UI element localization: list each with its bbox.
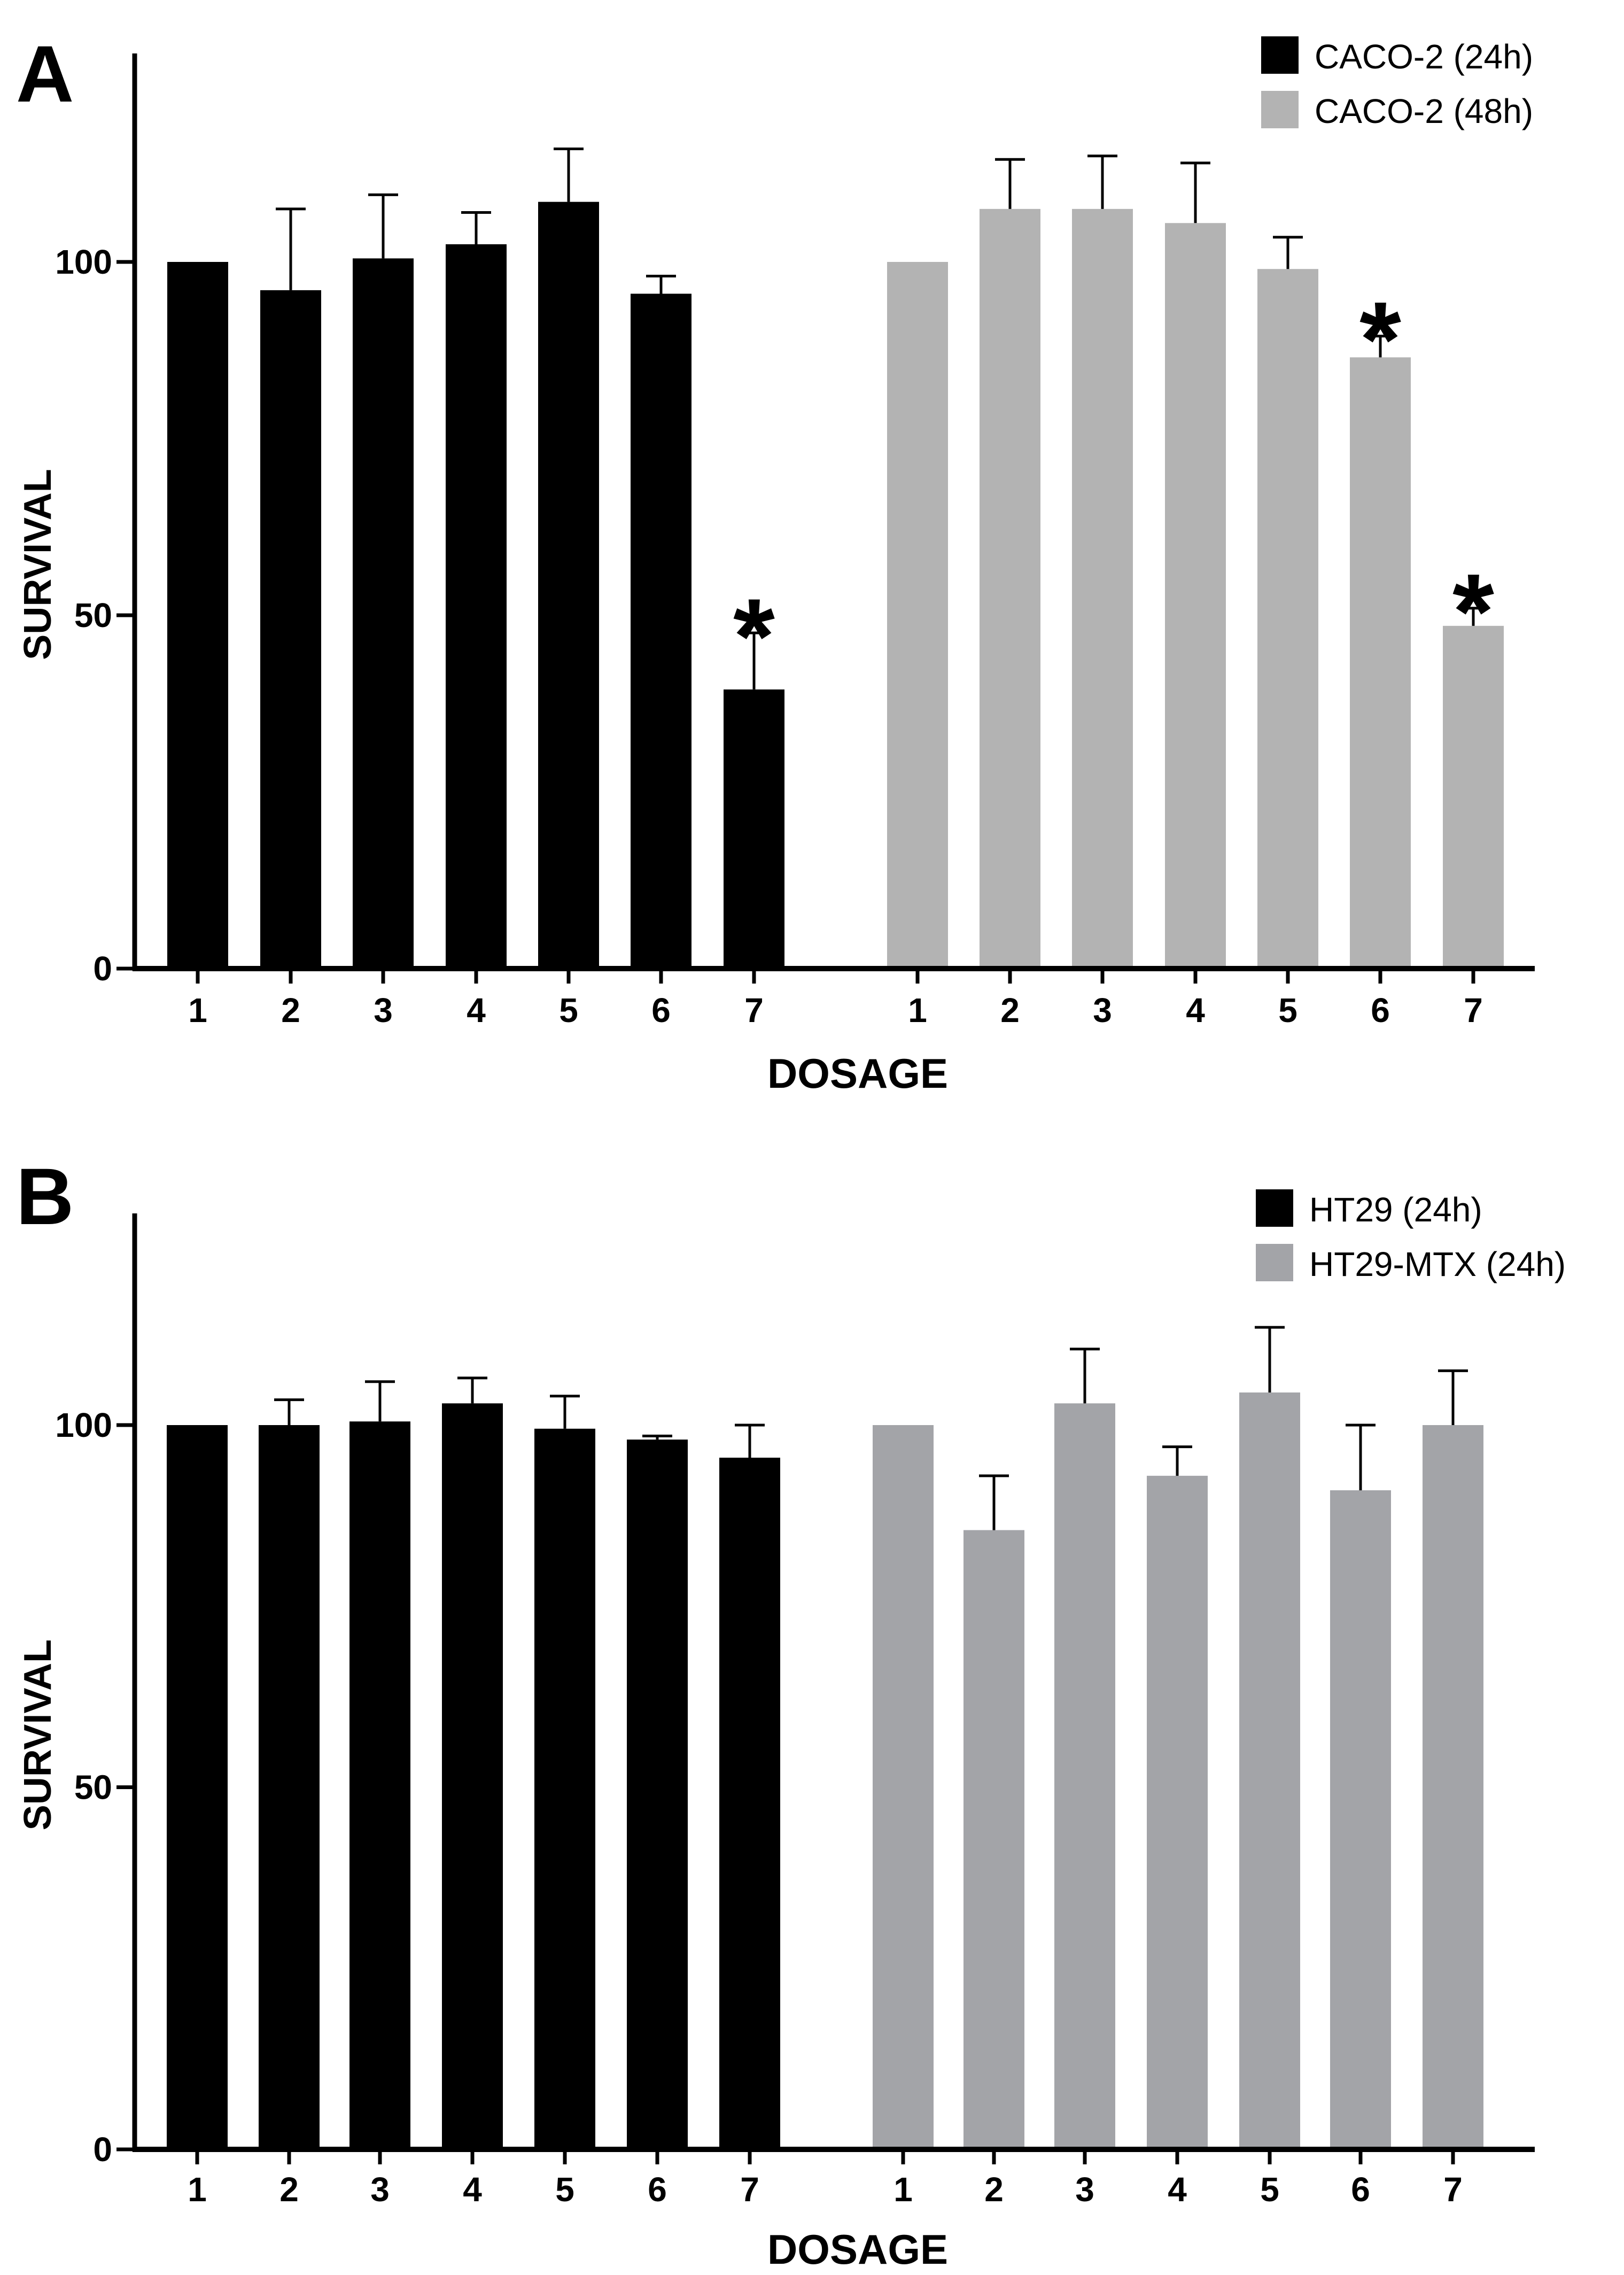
- x-axis-title: DOSAGE: [767, 2226, 948, 2273]
- x-tick-label: 1: [908, 991, 927, 1030]
- x-tick-label: 3: [1075, 2170, 1094, 2209]
- bar-2-4: [1165, 223, 1226, 969]
- bar-2-1: [887, 262, 948, 969]
- legend-label-1: CACO-2 (24h): [1315, 37, 1533, 76]
- legend-label-1: HT29 (24h): [1309, 1190, 1482, 1229]
- panel-label: A: [16, 29, 74, 119]
- legend-swatch-1: [1256, 1189, 1293, 1227]
- panel-b: B 1 2 3 4 5 6 7 1 2 3 4 5 6 7 0 50 100 SURVIVAL DOSAGE HT29 …: [16, 1151, 1566, 2273]
- x-tick-label: 4: [467, 991, 486, 1030]
- x-tick-label: 1: [188, 2170, 207, 2209]
- bar-1-5: [534, 1428, 595, 2149]
- bar-1-3: [353, 258, 414, 969]
- bar-2-5: [1257, 269, 1318, 969]
- y-axis-title: SURVIVAL: [17, 469, 59, 660]
- bar-2-7: [1423, 1425, 1483, 2149]
- x-tick-label: 4: [1168, 2170, 1187, 2209]
- panel-label: B: [16, 1151, 74, 1241]
- x-tick-label: 6: [1351, 2170, 1370, 2209]
- bar-2-3: [1072, 208, 1133, 969]
- significance-marker: *: [1452, 552, 1494, 671]
- x-tick-label: 7: [740, 2170, 759, 2209]
- legend-label-2: CACO-2 (48h): [1315, 92, 1533, 130]
- x-tick-label: 5: [555, 2170, 574, 2209]
- bar-2-4: [1147, 1475, 1208, 2149]
- significance-marker: *: [733, 577, 775, 696]
- bar-2-6: [1350, 357, 1411, 969]
- y-tick-label: 100: [55, 1406, 112, 1444]
- legend-swatch-1: [1261, 36, 1299, 74]
- x-tick-label: 3: [370, 2170, 390, 2209]
- bar-1-7: [719, 1457, 780, 2149]
- bar-1-1: [167, 1425, 228, 2149]
- y-tick-label: 50: [74, 1768, 112, 1807]
- x-tick-label: 2: [1000, 991, 1020, 1030]
- bar-2-2: [963, 1530, 1024, 2149]
- bar-1-4: [446, 244, 507, 969]
- x-tick-label: 5: [1278, 991, 1297, 1030]
- x-tick-label: 2: [281, 991, 300, 1030]
- x-tick-label: 6: [651, 991, 671, 1030]
- bar-2-2: [980, 208, 1040, 969]
- bar-2-5: [1239, 1392, 1300, 2149]
- bar-1-1: [167, 262, 228, 969]
- legend-swatch-2: [1256, 1244, 1293, 1281]
- bar-1-3: [349, 1421, 410, 2149]
- bar-1-6: [631, 293, 691, 969]
- x-tick-label: 1: [893, 2170, 913, 2209]
- y-tick-label: 0: [93, 2130, 112, 2169]
- bar-2-6: [1330, 1490, 1391, 2149]
- legend-label-2: HT29-MTX (24h): [1309, 1245, 1566, 1283]
- x-tick-label: 6: [1371, 991, 1390, 1030]
- x-tick-label: 4: [1186, 991, 1205, 1030]
- significance-marker: *: [1359, 280, 1401, 399]
- bar-1-2: [259, 1425, 320, 2149]
- x-tick-label: 5: [559, 991, 578, 1030]
- legend-swatch-2: [1261, 91, 1299, 128]
- x-axis-title: DOSAGE: [767, 1050, 948, 1097]
- bar-2-7: [1443, 625, 1504, 969]
- x-tick-label: 7: [744, 991, 764, 1030]
- y-tick-label: 0: [93, 949, 112, 988]
- bar-1-7: [724, 689, 784, 969]
- x-tick-label: 6: [648, 2170, 667, 2209]
- bar-1-4: [442, 1403, 503, 2149]
- bar-1-5: [538, 202, 599, 969]
- x-tick-label: 4: [463, 2170, 482, 2209]
- x-tick-label: 7: [1443, 2170, 1463, 2209]
- bar-1-6: [627, 1440, 688, 2149]
- bar-2-1: [873, 1425, 934, 2149]
- y-tick-label: 100: [55, 243, 112, 281]
- y-tick-label: 50: [74, 596, 112, 634]
- x-tick-label: 2: [279, 2170, 299, 2209]
- x-tick-label: 3: [374, 991, 393, 1030]
- bar-1-2: [260, 290, 321, 969]
- x-tick-label: 1: [188, 991, 207, 1030]
- x-tick-label: 5: [1260, 2170, 1279, 2209]
- x-tick-label: 3: [1093, 991, 1112, 1030]
- bar-2-3: [1054, 1403, 1115, 2149]
- panel-a: A 1 2 3 4 5 6 * 7 1 2 3 4 5 * 6 * 7 0 50 100 SURVIVAL DOSAGE CA…: [16, 29, 1535, 1097]
- x-tick-label: 7: [1464, 991, 1483, 1030]
- y-axis-title: SURVIVAL: [17, 1639, 59, 1830]
- x-tick-label: 2: [984, 2170, 1004, 2209]
